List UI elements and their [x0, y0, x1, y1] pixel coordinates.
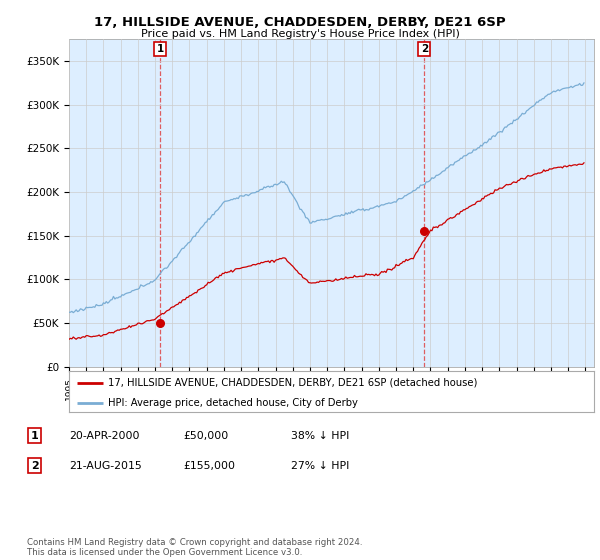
Text: HPI: Average price, detached house, City of Derby: HPI: Average price, detached house, City…: [109, 398, 358, 408]
Text: 1: 1: [31, 431, 38, 441]
Text: 2: 2: [421, 44, 428, 54]
Text: 27% ↓ HPI: 27% ↓ HPI: [291, 461, 349, 471]
Text: 20-APR-2000: 20-APR-2000: [69, 431, 139, 441]
Text: 38% ↓ HPI: 38% ↓ HPI: [291, 431, 349, 441]
Text: £155,000: £155,000: [183, 461, 235, 471]
Text: Contains HM Land Registry data © Crown copyright and database right 2024.
This d: Contains HM Land Registry data © Crown c…: [27, 538, 362, 557]
Text: 21-AUG-2015: 21-AUG-2015: [69, 461, 142, 471]
Text: £50,000: £50,000: [183, 431, 228, 441]
Text: 17, HILLSIDE AVENUE, CHADDESDEN, DERBY, DE21 6SP: 17, HILLSIDE AVENUE, CHADDESDEN, DERBY, …: [94, 16, 506, 29]
Text: 1: 1: [157, 44, 164, 54]
Text: 17, HILLSIDE AVENUE, CHADDESDEN, DERBY, DE21 6SP (detached house): 17, HILLSIDE AVENUE, CHADDESDEN, DERBY, …: [109, 377, 478, 388]
Text: Price paid vs. HM Land Registry's House Price Index (HPI): Price paid vs. HM Land Registry's House …: [140, 29, 460, 39]
Text: 2: 2: [31, 461, 38, 471]
